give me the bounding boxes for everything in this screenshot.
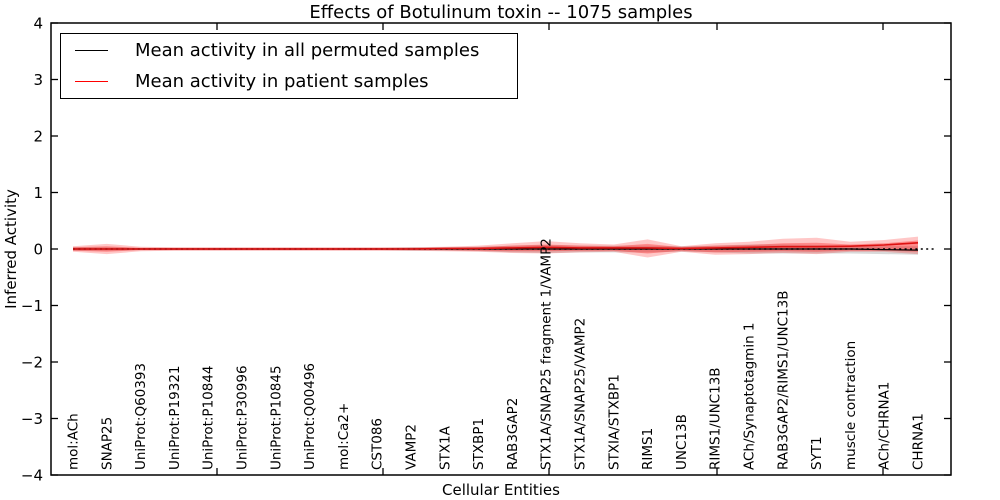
x-category-label: STXIA/STXBP1: [606, 374, 622, 470]
x-category-label: RAB3GAP2: [505, 398, 521, 470]
y-tick-label: 2: [33, 128, 43, 146]
x-category-label: VAMP2: [404, 424, 420, 470]
x-category-label: RIMS1: [640, 428, 656, 470]
y-tick-label: 4: [33, 15, 43, 33]
y-tick-label: −2: [21, 354, 43, 372]
legend-label-patient: Mean activity in patient samples: [135, 70, 429, 92]
x-category-label: UniProt:P10844: [201, 365, 217, 470]
x-category-label: mol:Ca2+: [336, 403, 352, 470]
x-category-label: STX1A: [437, 425, 453, 470]
x-category-label: STX1A/SNAP25 fragment 1/VAMP2: [539, 238, 555, 470]
x-category-label: UniProt:Q00496: [302, 363, 318, 470]
x-category-label: UNC13B: [674, 414, 690, 470]
x-category-label: CHRNA1: [911, 413, 927, 470]
x-category-label: RAB3GAP2/RIMS1/UNC13B: [775, 291, 791, 470]
x-category-label: RIMS1/UNC13B: [708, 367, 724, 470]
y-tick-label: 0: [33, 241, 43, 259]
x-category-label: CST086: [370, 418, 386, 470]
y-tick-label: −4: [21, 467, 43, 485]
x-category-label: mol:ACh: [66, 413, 82, 470]
legend: Mean activity in all permuted samples Me…: [60, 33, 518, 99]
x-category-label: STXBP1: [471, 418, 487, 470]
x-category-label: UniProt:P19321: [167, 365, 183, 470]
y-tick-label: −1: [21, 297, 43, 315]
legend-label-permuted: Mean activity in all permuted samples: [135, 40, 480, 62]
legend-entry-patient: Mean activity in patient samples: [61, 67, 517, 95]
patient-line-swatch: [75, 80, 108, 82]
patient-samples-band-inner: [73, 240, 918, 254]
chart-title: Effects of Botulinum toxin -- 1075 sampl…: [309, 2, 693, 23]
x-category-label: muscle contraction: [843, 341, 859, 470]
x-category-label: UniProt:Q60393: [133, 363, 149, 470]
x-category-label: SYT1: [809, 436, 825, 470]
y-tick-label: 3: [33, 71, 43, 89]
x-category-label: ACh/CHRNA1: [877, 382, 893, 470]
y-axis-label: Inferred Activity: [2, 189, 20, 309]
x-category-label: STX1A/SNAP25/VAMP2: [573, 318, 589, 470]
patient-mean-line: [73, 242, 919, 250]
x-category-label: UniProt:P30996: [235, 365, 251, 470]
x-category-label: SNAP25: [99, 417, 115, 470]
permuted-line-swatch: [75, 50, 108, 52]
y-tick-label: −3: [21, 410, 43, 428]
x-axis-label: Cellular Entities: [442, 481, 560, 499]
patient-samples-band-outer: [73, 236, 918, 258]
x-category-label: UniProt:P10845: [268, 365, 284, 470]
legend-entry-permuted: Mean activity in all permuted samples: [61, 37, 517, 65]
x-category-label: ACh/Synaptotagmin 1: [742, 322, 758, 470]
y-tick-label: 1: [33, 184, 43, 202]
